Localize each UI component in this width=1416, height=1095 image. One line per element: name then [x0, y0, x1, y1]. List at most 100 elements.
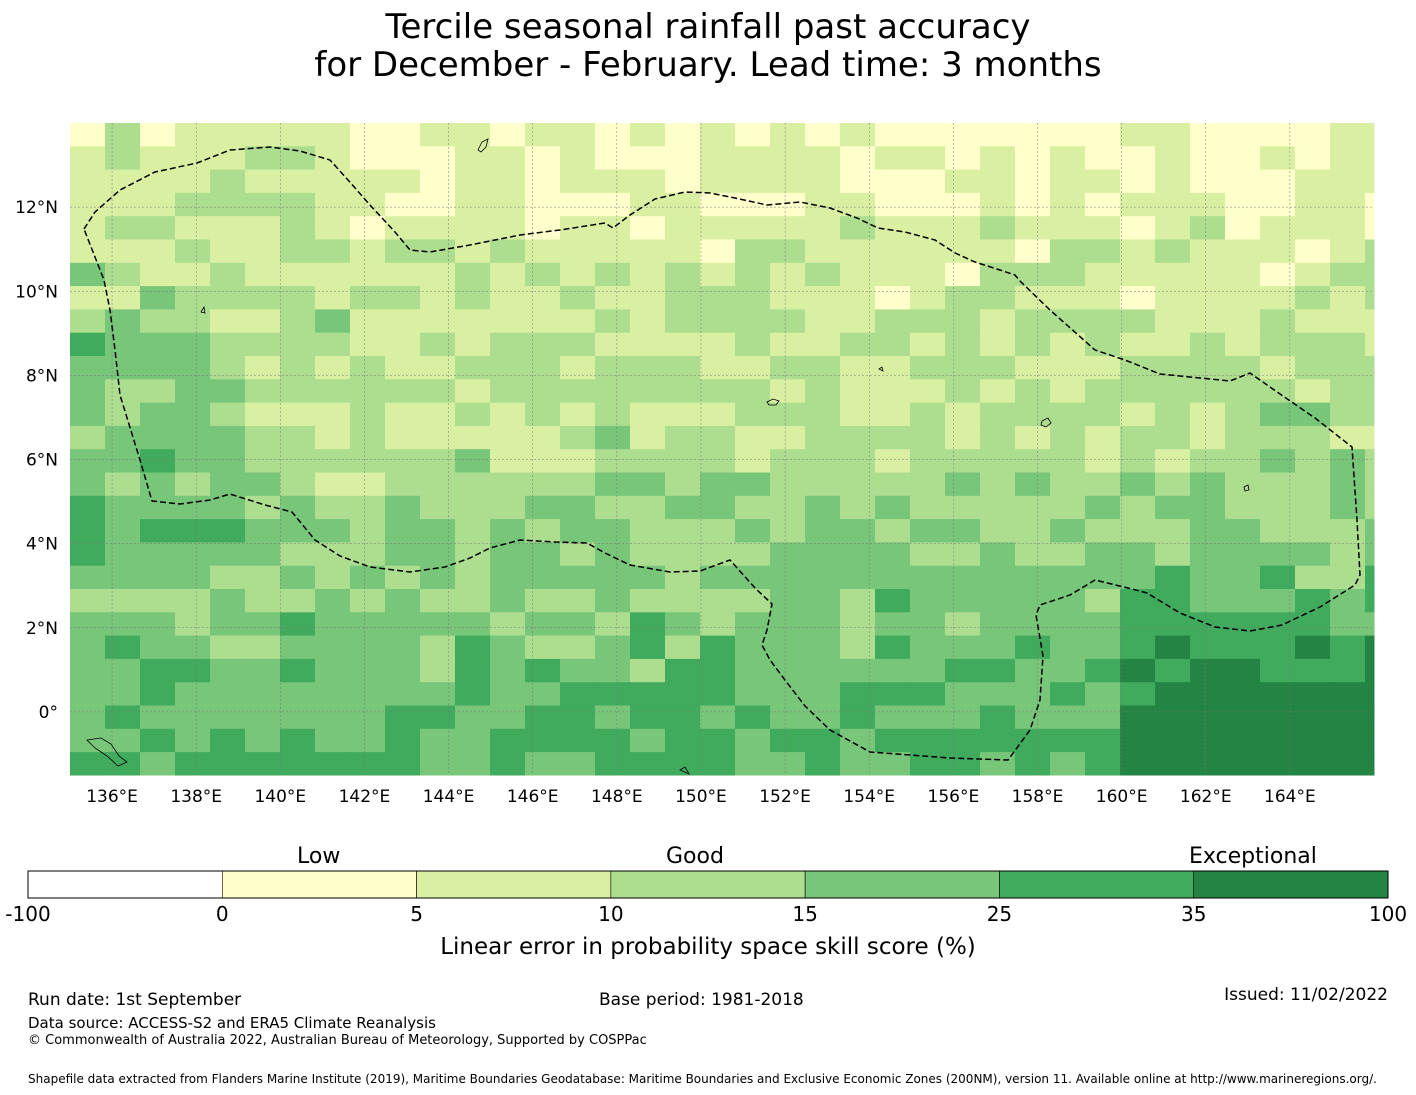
skill-cell — [1225, 216, 1261, 240]
skill-cell — [175, 565, 211, 590]
island-guam — [477, 138, 489, 153]
skill-cell — [1050, 565, 1086, 590]
skill-cell — [420, 635, 456, 660]
skill-cell — [490, 402, 526, 427]
skill-cell — [595, 356, 631, 380]
lon-tick-label: 146°E — [507, 787, 559, 807]
skill-cell — [1295, 169, 1331, 194]
skill-cell — [350, 589, 386, 613]
colorbar-segment — [416, 870, 612, 899]
skill-cell — [280, 495, 316, 520]
skill-cell — [1050, 402, 1086, 427]
skill-cell — [105, 425, 141, 450]
skill-cell — [280, 332, 316, 357]
skill-cell — [1190, 658, 1226, 683]
skill-cell — [350, 262, 386, 287]
skill-cell — [175, 425, 211, 450]
skill-cell — [1015, 169, 1051, 194]
skill-cell — [910, 309, 946, 334]
skill-cell — [1330, 402, 1366, 427]
skill-cell — [595, 682, 631, 706]
skill-cell — [805, 635, 841, 660]
skill-cell — [980, 216, 1016, 240]
axis-labels: 136°E 138°E 140°E 142°E 144°E 146°E 148°E 150°E… — [15, 198, 1316, 807]
skill-cell — [1365, 589, 1375, 613]
skill-cell — [210, 612, 246, 637]
skill-cell — [140, 705, 176, 730]
skill-cell — [1085, 728, 1121, 753]
skill-cell — [770, 192, 806, 217]
skill-cell — [70, 449, 106, 473]
skill-cell — [1330, 332, 1366, 357]
skill-cell — [280, 262, 316, 287]
lon-tick-label: 162°E — [1180, 787, 1232, 807]
skill-cell — [315, 612, 351, 637]
skill-cell — [805, 728, 841, 753]
skill-cell — [1295, 589, 1331, 613]
skill-cell — [665, 379, 701, 404]
skill-cell — [1120, 146, 1156, 171]
skill-cell — [770, 286, 806, 310]
skill-cell — [1015, 146, 1051, 171]
skill-cell — [735, 449, 771, 473]
skill-cell — [420, 425, 456, 450]
skill-cell — [665, 728, 701, 753]
skill-cell — [315, 262, 351, 287]
skill-cell — [525, 123, 561, 147]
skill-cell — [70, 519, 106, 543]
skill-cell — [1295, 705, 1331, 730]
skill-cell — [735, 425, 771, 450]
skill-cell — [595, 402, 631, 427]
skill-cell — [1365, 146, 1375, 171]
skill-cell — [630, 239, 666, 264]
island-small-south — [679, 766, 690, 775]
skill-cell — [1050, 728, 1086, 753]
skill-cell — [630, 565, 666, 590]
skill-cell — [1015, 332, 1051, 357]
skill-cell — [1330, 565, 1366, 590]
skill-cell — [280, 635, 316, 660]
skill-cell — [910, 332, 946, 357]
lat-tick-label: 2°N — [26, 619, 58, 639]
skill-cell — [910, 192, 946, 217]
skill-cell — [595, 589, 631, 613]
skill-cell — [665, 425, 701, 450]
skill-cell — [665, 216, 701, 240]
lat-tick-label: 10°N — [15, 282, 58, 302]
skill-cell — [105, 542, 141, 567]
skill-cell — [140, 682, 176, 706]
skill-cell — [525, 332, 561, 357]
skill-cell — [630, 332, 666, 357]
skill-cell — [1295, 402, 1331, 427]
skill-cell — [245, 425, 281, 450]
skill-cell — [770, 169, 806, 194]
skill-cell — [70, 146, 106, 171]
skill-cell — [525, 565, 561, 590]
skill-cell — [105, 495, 141, 520]
skill-cell — [1050, 612, 1086, 637]
skill-cell — [1120, 519, 1156, 543]
skill-cell — [140, 542, 176, 567]
skill-cell — [805, 309, 841, 334]
skill-cell — [1365, 752, 1375, 776]
skill-cell — [980, 425, 1016, 450]
skill-cell — [1295, 449, 1331, 473]
skill-cell — [490, 682, 526, 706]
skill-cell — [455, 705, 491, 730]
skill-cell — [245, 286, 281, 310]
skill-cell — [1155, 402, 1191, 427]
skill-cell — [1190, 519, 1226, 543]
skill-cell — [420, 472, 456, 497]
colorbar-category-exceptional: Exceptional — [1189, 844, 1317, 869]
skill-cell — [560, 123, 596, 147]
skill-cell — [1365, 542, 1375, 567]
skill-cell — [1295, 216, 1331, 240]
skill-cell — [1015, 658, 1051, 683]
skill-cell — [560, 589, 596, 613]
skill-cell — [945, 565, 981, 590]
skill-cell — [945, 682, 981, 706]
skill-cell — [1085, 449, 1121, 473]
colorbar-tick-label: 5 — [410, 902, 423, 926]
skill-cell — [175, 309, 211, 334]
skill-cell — [1015, 425, 1051, 450]
